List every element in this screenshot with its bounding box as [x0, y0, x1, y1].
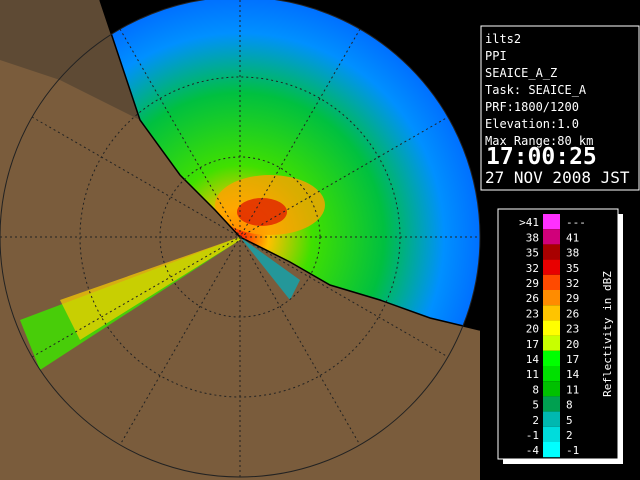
- legend-swatch: [543, 320, 560, 336]
- date: 27 NOV 2008 JST: [485, 168, 630, 187]
- info-line: PPI: [485, 49, 507, 63]
- legend-label-low: 35: [526, 247, 539, 260]
- land-echo-east: [240, 237, 300, 300]
- time: 17:00:25: [486, 144, 597, 170]
- land-shade: [0, 0, 140, 120]
- coastline: [99, 0, 481, 331]
- legend-label-low: 26: [526, 292, 539, 305]
- legend-label-low: -4: [526, 444, 540, 457]
- legend-swatch: [543, 411, 560, 427]
- legend-label-low: 14: [526, 353, 540, 366]
- legend-swatch: [543, 290, 560, 306]
- legend-label-low: 32: [526, 262, 539, 275]
- legend-label-low: 8: [532, 383, 539, 396]
- legend-swatch: [543, 244, 560, 260]
- echo-peak: [237, 198, 287, 226]
- legend-label-high: 29: [566, 292, 579, 305]
- legend-label-low: 2: [532, 414, 539, 427]
- info-line: PRF:1800/1200: [485, 100, 579, 114]
- legend-swatch: [543, 335, 560, 351]
- legend-label-low: 11: [526, 368, 539, 381]
- legend-swatch: [543, 426, 560, 442]
- legend-swatch: [543, 442, 560, 458]
- legend-swatch: [543, 229, 560, 245]
- legend-label-low: >41: [519, 216, 539, 229]
- legend-swatch: [543, 381, 560, 397]
- legend-swatch: [543, 214, 560, 230]
- legend-label-high: 32: [566, 277, 579, 290]
- legend-label-low: 23: [526, 307, 539, 320]
- legend-label-low: -1: [526, 429, 539, 442]
- legend-swatch: [543, 305, 560, 321]
- legend-label-low: 5: [532, 399, 539, 412]
- legend-label-high: 17: [566, 353, 579, 366]
- info-line: Elevation:1.0: [485, 117, 579, 131]
- legend-label-high: ---: [566, 216, 586, 229]
- legend-label-high: 11: [566, 383, 579, 396]
- legend-label-high: 41: [566, 231, 579, 244]
- legend-label-low: 38: [526, 231, 539, 244]
- legend-swatch: [543, 396, 560, 412]
- legend-label-low: 29: [526, 277, 539, 290]
- info-line: SEAICE_A_Z: [485, 66, 557, 80]
- info-line: Max Range:80 km: [485, 134, 593, 148]
- legend-label-low: 17: [526, 338, 539, 351]
- legend-swatch: [543, 274, 560, 290]
- info-box: [480, 25, 640, 191]
- legend-label-high: 14: [566, 368, 580, 381]
- legend-label-high: 5: [566, 414, 573, 427]
- info-line: Task: SEAICE_A: [485, 83, 587, 97]
- legend-label-high: 26: [566, 307, 579, 320]
- legend-swatch: [543, 366, 560, 382]
- range-rings: [0, 0, 481, 480]
- legend-label-high: -1: [566, 444, 579, 457]
- legend: >41 --- 38 41 35 38 32 35 29 32 26 29 23 26 20 23 17 20 14…: [519, 214, 586, 458]
- info-text: ilts2 PPI SEAICE_A_Z Task: SEAICE_A PRF:…: [485, 32, 630, 187]
- legend-label-high: 20: [566, 338, 579, 351]
- legend-swatch: [543, 259, 560, 275]
- legend-swatch: [543, 350, 560, 366]
- legend-label-high: 35: [566, 262, 579, 275]
- legend-label-low: 20: [526, 323, 539, 336]
- legend-title: Reflectivity in dBZ: [601, 271, 614, 397]
- legend-label-high: 38: [566, 247, 579, 260]
- legend-label-high: 2: [566, 429, 573, 442]
- info-line: ilts2: [485, 32, 521, 46]
- legend-label-high: 23: [566, 323, 579, 336]
- map-layer: [0, 0, 481, 480]
- legend-label-high: 8: [566, 399, 573, 412]
